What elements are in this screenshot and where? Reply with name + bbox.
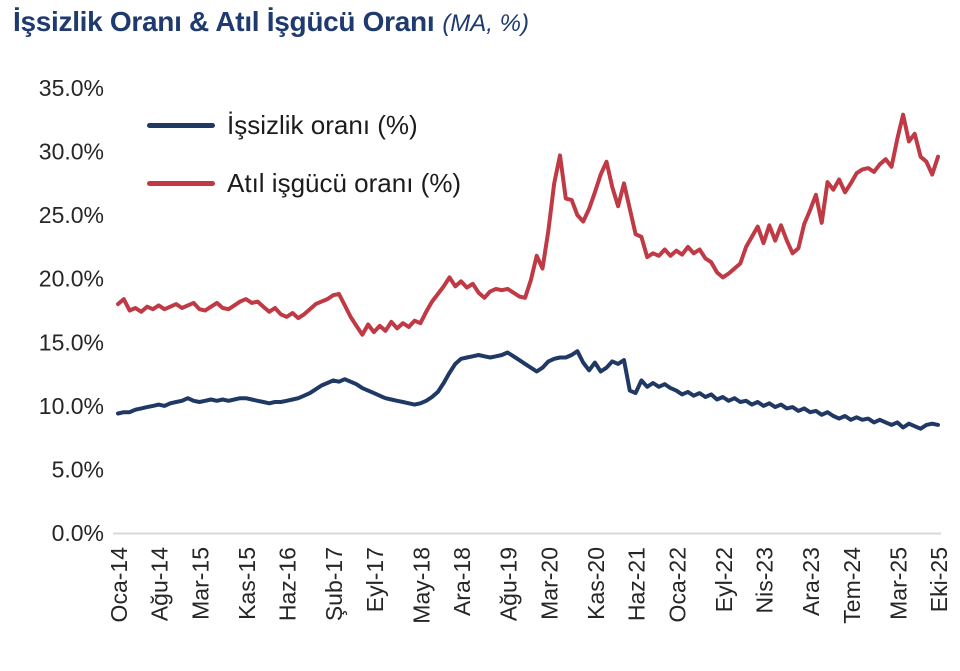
x-tick-label: Mar-20	[536, 547, 562, 620]
unemployment-line-swatch-icon	[147, 123, 215, 128]
y-tick-label: 10.0%	[39, 393, 104, 419]
x-tick-label: Haz-16	[275, 547, 301, 621]
x-tick-label: Şub-17	[321, 547, 347, 621]
x-tick-label: Kas-15	[234, 547, 260, 620]
x-tick-label: Nis-23	[752, 547, 778, 613]
series-line-unemployment	[116, 349, 940, 431]
x-tick-label: Oca-14	[106, 547, 132, 623]
x-tick-label: Eyl-17	[362, 547, 388, 612]
x-tick-label: Ağu-14	[147, 547, 173, 621]
y-tick-label: 30.0%	[39, 139, 104, 165]
x-tick-label: Haz-21	[624, 547, 650, 621]
x-tick-label: Oca-22	[664, 547, 690, 622]
y-tick-label: 15.0%	[39, 329, 104, 355]
idle-labor-line-swatch-icon	[147, 181, 215, 186]
x-tick-label: Tem-24	[839, 547, 865, 624]
chart-title-suffix: (MA, %)	[442, 10, 529, 37]
x-tick-label: Ağu-19	[496, 547, 522, 621]
x-tick-label: Ara-23	[798, 547, 824, 616]
y-tick-label: 25.0%	[39, 202, 104, 228]
x-tick-label: Kas-20	[583, 547, 609, 620]
y-tick-label: 20.0%	[39, 266, 104, 292]
chart-legend: İşsizlik oranı (%) Atıl işgücü oranı (%)	[147, 108, 461, 224]
legend-item-unemployment: İşsizlik oranı (%)	[147, 108, 461, 143]
legend-label-unemployment: İşsizlik oranı (%)	[227, 110, 418, 140]
x-tick-label: Mar-15	[187, 547, 213, 620]
chart-title-main: İşsizlik Oranı & Atıl İşgücü Oranı	[13, 6, 435, 37]
x-tick-label: May-18	[408, 547, 434, 624]
series-line-idle-labor	[116, 112, 940, 337]
x-tick-label: Ara-18	[449, 547, 475, 616]
y-tick-label: 5.0%	[52, 456, 104, 482]
x-tick-label: Eki-25	[926, 547, 952, 612]
legend-label-idle-labor: Atıl işgücü oranı (%)	[227, 168, 462, 198]
x-tick-label: Eyl-22	[711, 547, 737, 612]
chart-title: İşsizlik Oranı & Atıl İşgücü Oranı (MA, %…	[13, 6, 529, 38]
y-tick-label: 0.0%	[52, 520, 104, 546]
y-tick-label: 35.0%	[39, 75, 104, 101]
x-tick-label: Mar-25	[885, 547, 911, 620]
legend-item-idle-labor: Atıl işgücü oranı (%)	[147, 166, 461, 201]
